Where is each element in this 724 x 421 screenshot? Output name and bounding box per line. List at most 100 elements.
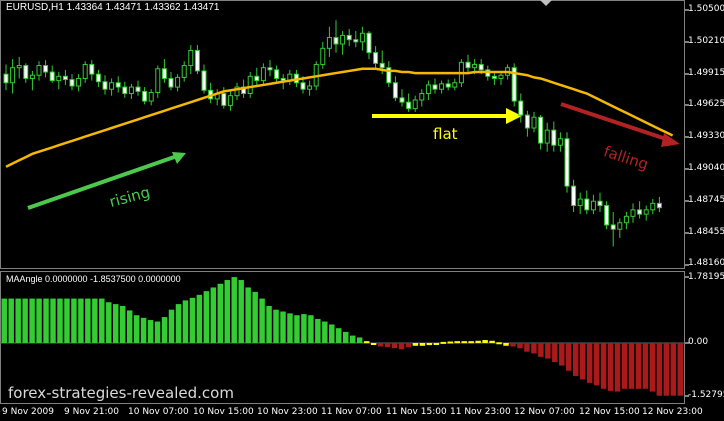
price-tick: 1.49040	[688, 163, 724, 173]
time-tick: 11 Nov 15:00	[386, 407, 447, 417]
candle	[353, 31, 359, 48]
candle	[287, 69, 293, 85]
candle	[412, 95, 418, 112]
candle	[95, 69, 101, 88]
price-tick: 1.48160	[688, 258, 724, 268]
price-axis-ticks	[685, 9, 689, 397]
histogram-bar	[531, 343, 537, 354]
histogram-bar	[113, 304, 119, 343]
candle	[511, 63, 517, 107]
candle	[260, 63, 266, 85]
histogram-bar	[301, 314, 307, 343]
histogram-bar	[363, 341, 370, 344]
candle	[56, 72, 62, 90]
candle	[76, 74, 82, 92]
histogram-bar	[461, 341, 467, 344]
candle	[16, 56, 22, 79]
histogram-bar	[510, 343, 516, 347]
candle	[142, 87, 148, 105]
candle	[102, 75, 108, 95]
histogram-bar	[15, 298, 21, 343]
candle	[538, 115, 544, 150]
price-tick: 1.50500	[688, 4, 724, 14]
histogram-bar	[545, 343, 551, 359]
histogram-bar	[99, 298, 105, 343]
histogram-bar	[106, 302, 112, 343]
candle	[590, 194, 596, 215]
candle	[194, 45, 200, 75]
histogram-bar	[426, 343, 433, 346]
histogram-bar	[398, 343, 405, 350]
candle	[518, 93, 524, 123]
candle	[208, 82, 214, 104]
histogram-bar	[475, 340, 481, 343]
indicator-tick: -1.52795	[688, 390, 724, 400]
price-tick: 1.49625	[688, 99, 724, 109]
histogram-bar	[175, 304, 182, 343]
candle	[168, 72, 174, 91]
candle	[643, 205, 649, 221]
histogram-bar	[517, 343, 523, 349]
candle	[36, 61, 42, 81]
candle	[89, 60, 95, 81]
histogram-bar	[71, 298, 77, 343]
histogram-bar	[642, 343, 649, 389]
candle	[333, 20, 339, 53]
histogram-bar	[280, 311, 286, 343]
histogram-bar	[468, 341, 474, 344]
candle	[359, 26, 365, 51]
candle	[366, 31, 372, 60]
candle	[623, 212, 629, 230]
histogram-bar	[600, 343, 607, 389]
flat-annotation: flat	[433, 125, 458, 143]
price-tick: 1.48455	[688, 227, 724, 237]
candle	[23, 63, 29, 83]
flat-arrow	[372, 108, 522, 124]
histogram-bar	[356, 337, 363, 343]
histogram-bar	[593, 343, 600, 386]
candle	[531, 111, 537, 133]
histogram-bar	[579, 343, 586, 380]
candle	[445, 79, 451, 91]
histogram-bar	[119, 305, 126, 343]
candle	[524, 110, 530, 137]
histogram-bar	[126, 310, 133, 343]
candle	[637, 201, 643, 219]
time-tick: 10 Nov 07:00	[128, 407, 189, 417]
histogram-bar	[231, 277, 237, 343]
histogram-bar	[57, 298, 63, 343]
time-tick: 11 Nov 23:00	[450, 407, 511, 417]
candle	[10, 59, 16, 94]
candle	[188, 45, 194, 75]
candle	[135, 80, 141, 96]
histogram-bar	[377, 343, 384, 347]
histogram-bar	[349, 335, 356, 343]
time-tick: 10 Nov 15:00	[193, 407, 254, 417]
indicator-frame	[0, 271, 685, 404]
histogram-bar	[552, 343, 558, 363]
histogram-bar	[440, 341, 447, 344]
histogram-bar	[78, 298, 84, 343]
histogram-bar	[322, 321, 328, 343]
candle	[604, 201, 610, 230]
histogram-bar	[210, 287, 217, 343]
histogram-bar	[85, 298, 91, 343]
candle	[346, 28, 352, 47]
histogram-bar	[343, 331, 349, 343]
candle	[247, 72, 253, 98]
histogram-bar	[8, 298, 14, 343]
histogram-bar	[607, 343, 614, 391]
histogram-bar	[133, 315, 140, 343]
histogram-bar	[266, 305, 272, 343]
histogram-bar	[566, 343, 572, 371]
candle	[29, 70, 35, 91]
candle	[399, 89, 405, 107]
histogram-bar	[140, 317, 147, 343]
histogram-bar	[412, 343, 419, 346]
candle	[610, 212, 616, 247]
histogram-bar	[196, 294, 203, 343]
chart-shift-marker-icon[interactable]	[540, 0, 552, 6]
histogram-bar	[419, 343, 426, 346]
histogram-bar	[224, 280, 230, 343]
